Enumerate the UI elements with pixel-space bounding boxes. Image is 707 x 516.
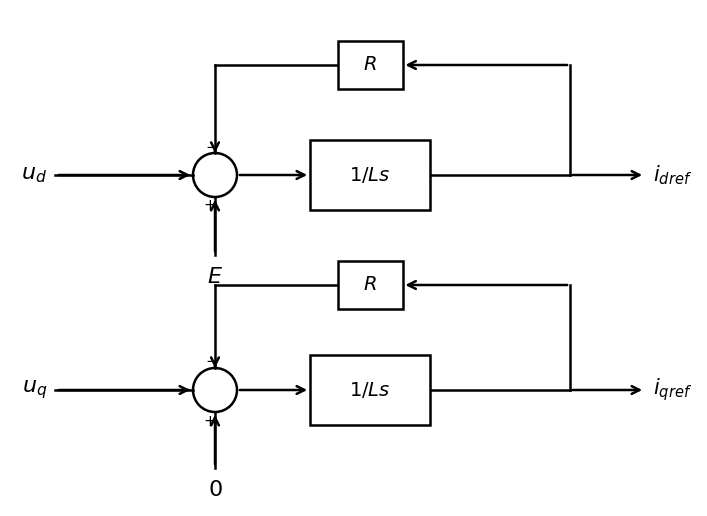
- FancyBboxPatch shape: [310, 140, 430, 210]
- Text: $1/ Ls$: $1/ Ls$: [349, 165, 391, 185]
- Text: $-$: $-$: [178, 380, 192, 395]
- Text: $+$: $+$: [204, 199, 216, 214]
- FancyBboxPatch shape: [337, 261, 402, 309]
- Text: $i_{qref}$: $i_{qref}$: [653, 377, 692, 404]
- Text: $u_q$: $u_q$: [22, 379, 47, 401]
- Text: $R$: $R$: [363, 56, 377, 74]
- Text: $+$: $+$: [204, 413, 216, 428]
- FancyBboxPatch shape: [310, 355, 430, 425]
- Text: $R$: $R$: [363, 276, 377, 295]
- Text: $u_d$: $u_d$: [21, 165, 47, 185]
- Text: $i_{dref}$: $i_{dref}$: [653, 163, 692, 187]
- Text: $-$: $-$: [206, 352, 218, 367]
- Text: $-$: $-$: [178, 166, 192, 181]
- Text: $-$: $-$: [206, 137, 218, 153]
- Text: $1/ Ls$: $1/ Ls$: [349, 380, 391, 400]
- Text: $E$: $E$: [207, 267, 223, 287]
- FancyBboxPatch shape: [337, 41, 402, 89]
- Text: $0$: $0$: [208, 480, 223, 500]
